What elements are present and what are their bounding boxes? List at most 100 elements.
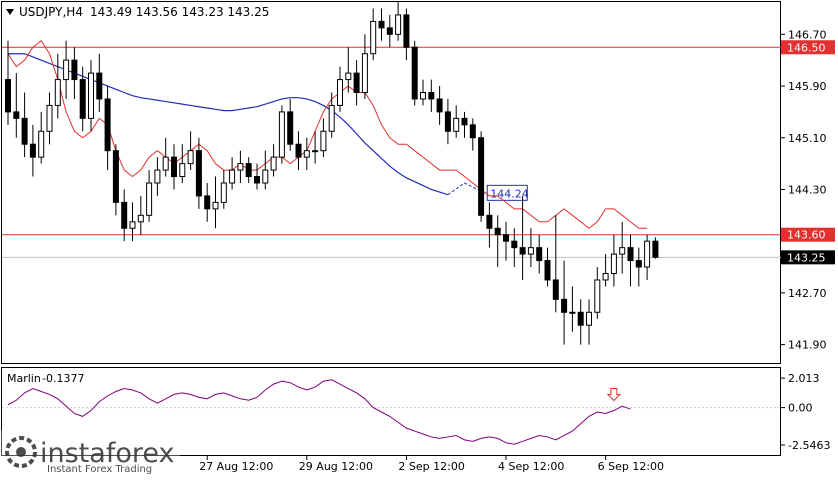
candle-body: [453, 117, 460, 132]
time-axis: 27 Aug 12:00 29 Aug 12:00 2 Sep 12:00 4 Sep…: [199, 456, 664, 473]
price-tick-label: 141.90: [788, 339, 827, 352]
candle-body: [63, 59, 70, 81]
candle-body: [88, 72, 94, 119]
candle-body: [536, 247, 543, 262]
candle-body: [112, 150, 119, 203]
candlesticks: [5, 2, 659, 345]
indicator-tick-label: 0.00: [788, 402, 813, 415]
indicator-tick-label: 2.013: [788, 372, 820, 385]
candle-body: [171, 156, 177, 178]
price-tick-label: 145.90: [788, 80, 827, 93]
watermark-brand: instaforex: [40, 438, 174, 469]
candle-body: [478, 137, 485, 216]
candle-body: [212, 201, 219, 210]
candle-body: [220, 182, 227, 203]
instaforex-logo-icon: [5, 436, 37, 468]
indicator-name: Marlin: [7, 372, 41, 385]
ma-projection-tag: [486, 184, 528, 201]
candle-body: [295, 143, 302, 158]
price-tick-label: 146.70: [788, 28, 827, 41]
candle-body: [262, 169, 269, 184]
watermark-tagline: Instant Forex Trading: [47, 464, 152, 475]
candle-body: [187, 150, 194, 165]
candle-body: [436, 98, 443, 113]
price-axis: 146.70 145.90 145.10 144.30 142.70 141.90 2.01…: [781, 28, 830, 452]
instaforex-watermark: instaforex Instant Forex Trading: [0, 430, 180, 477]
candle-body: [511, 240, 518, 249]
candle-body: [71, 59, 78, 81]
level-price-tag: [781, 227, 835, 242]
level-price-label: 146.50: [787, 41, 826, 54]
candle-body: [29, 143, 36, 158]
candle-body: [361, 53, 368, 93]
candle-body: [395, 14, 402, 35]
candle-body: [5, 79, 11, 113]
candle-body: [610, 253, 617, 275]
candle-body: [411, 46, 418, 100]
candle-body: [79, 79, 86, 119]
indicator-tick-label: -2.5463: [788, 439, 830, 452]
candle-body: [54, 79, 61, 106]
candle-body: [519, 247, 526, 255]
candle-body: [303, 150, 310, 158]
candle-body: [635, 260, 642, 268]
candle-body: [229, 169, 236, 184]
candle-body: [353, 72, 360, 93]
candle-body: [552, 279, 559, 300]
current-price-tag: [781, 250, 835, 265]
price-tick-label: 145.10: [788, 132, 827, 145]
candle-body: [586, 311, 592, 326]
dropdown-triangle-icon[interactable]: [6, 9, 14, 15]
time-tick-label: 4 Sep 12:00: [498, 460, 564, 473]
candle-body: [254, 176, 260, 184]
candle-body: [594, 279, 601, 313]
candle-body: [378, 20, 385, 29]
candle-body: [461, 117, 468, 126]
marlin-indicator: [2, 379, 781, 445]
moving-averages: 144.24: [7, 40, 648, 229]
symbol-label: USDJPY,H4: [19, 5, 83, 19]
candle-body: [312, 150, 319, 153]
level-price-tag: [781, 40, 835, 55]
candle-body: [104, 98, 111, 152]
price-tick-label: 142.70: [788, 287, 827, 300]
ma-fast-line: [7, 40, 648, 229]
ohlc-values: 143.49 143.56 143.23 143.25: [90, 5, 269, 19]
candle-body: [320, 130, 327, 152]
candle-body: [403, 14, 410, 48]
candle-body: [469, 124, 476, 139]
candle-body: [619, 247, 626, 255]
candle-body: [179, 163, 186, 178]
candle-body: [444, 111, 451, 132]
ma-slow-line: [8, 53, 449, 196]
candle-body: [270, 156, 277, 171]
price-tick-label: 144.30: [788, 183, 827, 196]
candle-body: [503, 234, 509, 242]
candle-body: [245, 163, 252, 178]
candle-body: [137, 214, 144, 223]
candle-body: [204, 195, 211, 210]
candle-body: [21, 117, 28, 145]
candle-body: [121, 201, 128, 229]
candle-body: [652, 240, 659, 258]
candle-body: [527, 247, 534, 255]
candle-body: [644, 240, 651, 268]
candle-body: [577, 311, 584, 326]
indicator-panel-frame: [1, 367, 781, 456]
time-tick-label: 27 Aug 12:00: [199, 460, 273, 473]
candle-body: [569, 311, 576, 314]
candle-body: [627, 247, 634, 262]
candle-body: [278, 111, 285, 158]
candle-body: [195, 150, 202, 197]
candle-body: [337, 79, 343, 106]
candle-body: [602, 273, 609, 281]
candle-body: [494, 227, 501, 236]
candle-body: [561, 298, 568, 313]
candle-body: [146, 182, 153, 216]
candle-body: [287, 111, 294, 145]
time-tick-label: 2 Sep 12:00: [398, 460, 464, 473]
candle-body: [345, 72, 352, 81]
price-panel-frame: [1, 1, 781, 364]
